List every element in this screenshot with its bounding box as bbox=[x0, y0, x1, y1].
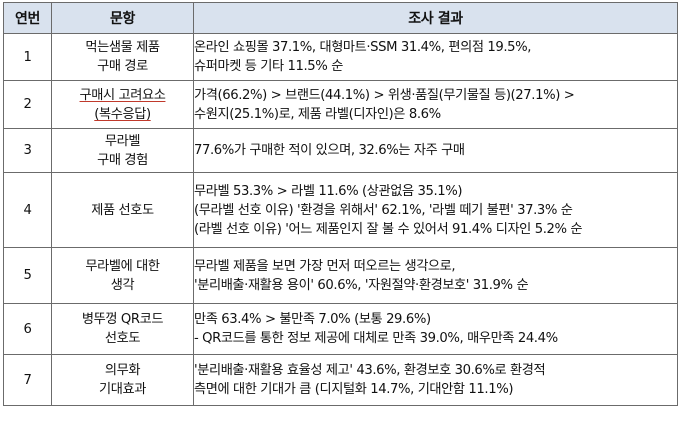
row-number: 1 bbox=[3, 33, 52, 81]
row-number: 2 bbox=[3, 80, 52, 129]
row-result: 온라인 쇼핑몰 37.1%, 대형마트·SSM 31.4%, 편의점 19.5%… bbox=[193, 33, 678, 81]
table-row: 5 무라벨에 대한 생각 무라벨 제품을 보면 가장 먼저 떠오르는 생각으로,… bbox=[3, 247, 678, 304]
row-result: 무라벨 53.3% > 라벨 11.6% (상관없음 35.1%) (무라벨 선… bbox=[193, 172, 678, 248]
result-line: 슈퍼마켓 등 기타 11.5% 순 bbox=[194, 59, 344, 74]
row-item: 무라벨에 대한 생각 bbox=[51, 247, 194, 304]
row-result: 무라벨 제품을 보면 가장 먼저 떠오르는 생각으로, '분리배출·재활용 용이… bbox=[193, 247, 678, 304]
result-line: - QR코드를 통한 정보 제공에 대체로 만족 39.0%, 매우만족 24.… bbox=[194, 331, 559, 346]
row-number: 7 bbox=[3, 354, 52, 406]
result-line: 온라인 쇼핑몰 37.1%, 대형마트·SSM 31.4%, 편의점 19.5%… bbox=[194, 40, 532, 55]
result-line: 가격(66.2%) > 브랜드(44.1%) > 위생·품질(무기물질 등)(2… bbox=[194, 87, 575, 103]
item-line: 무라벨 bbox=[104, 133, 141, 149]
item-line: 구매 경로 bbox=[97, 59, 148, 74]
row-result: 77.6%가 구매한 적이 있으며, 32.6%는 자주 구매 bbox=[193, 128, 678, 173]
item-line: 선호도 bbox=[104, 331, 141, 346]
survey-results-table: 연번 문항 조사 결과 1 먹는샘물 제품 구매 경로 온라인 쇼핑몰 37.1… bbox=[3, 2, 678, 406]
row-result: '분리배출·재활용 효율성 제고' 43.6%, 환경보호 30.6%로 환경적… bbox=[193, 354, 678, 406]
result-line: '분리배출·재활용 효율성 제고' 43.6%, 환경보호 30.6%로 환경적 bbox=[194, 363, 546, 378]
result-line: 수원지(25.1%)로, 제품 라벨(디자인)은 8.6% bbox=[194, 106, 442, 122]
row-result: 가격(66.2%) > 브랜드(44.1%) > 위생·품질(무기물질 등)(2… bbox=[193, 80, 678, 129]
table-row: 7 의무화 기대효과 '분리배출·재활용 효율성 제고' 43.6%, 환경보호… bbox=[3, 354, 678, 406]
table-header-row: 연번 문항 조사 결과 bbox=[3, 2, 678, 34]
result-line: 77.6%가 구매한 적이 있으며, 32.6%는 자주 구매 bbox=[194, 143, 465, 158]
result-line: (라벨 선호 이유) '어느 제품인지 잘 볼 수 있어서 91.4% 디자인 … bbox=[194, 221, 583, 237]
row-item: 구매시 고려요소 (복수응답) bbox=[51, 80, 194, 129]
item-line: 먹는샘물 제품 bbox=[85, 40, 160, 55]
result-line: '분리배출·재활용 용이' 60.6%, '자원절약·환경보호' 31.9% 순 bbox=[194, 277, 529, 293]
item-line: (복수응답) bbox=[94, 106, 151, 122]
table-row: 6 병뚜껑 QR코드 선호도 만족 63.4% > 불만족 7.0% (보통 2… bbox=[3, 303, 678, 355]
header-result: 조사 결과 bbox=[193, 2, 678, 34]
item-line: 구매 경험 bbox=[97, 152, 148, 168]
row-item: 먹는샘물 제품 구매 경로 bbox=[51, 33, 194, 81]
item-line: 무라벨에 대한 bbox=[85, 258, 160, 274]
row-item: 병뚜껑 QR코드 선호도 bbox=[51, 303, 194, 355]
row-item: 제품 선호도 bbox=[51, 172, 194, 248]
item-line: 구매시 고려요소 bbox=[79, 87, 166, 103]
item-line: 의무화 bbox=[104, 363, 141, 378]
row-number: 6 bbox=[3, 303, 52, 355]
item-line: 병뚜껑 QR코드 bbox=[81, 312, 164, 327]
result-line: 무라벨 제품을 보면 가장 먼저 떠오르는 생각으로, bbox=[194, 258, 456, 274]
result-line: 만족 63.4% > 불만족 7.0% (보통 29.6%) bbox=[194, 312, 432, 327]
header-no: 연번 bbox=[3, 2, 52, 34]
table-row: 2 구매시 고려요소 (복수응답) 가격(66.2%) > 브랜드(44.1%)… bbox=[3, 80, 678, 129]
row-item: 의무화 기대효과 bbox=[51, 354, 194, 406]
table-row: 4 제품 선호도 무라벨 53.3% > 라벨 11.6% (상관없음 35.1… bbox=[3, 172, 678, 248]
item-line: 기대효과 bbox=[99, 382, 146, 397]
result-line: (무라벨 선호 이유) '환경을 위해서' 62.1%, '라벨 떼기 불편' … bbox=[194, 202, 573, 218]
result-line: 무라벨 53.3% > 라벨 11.6% (상관없음 35.1%) bbox=[194, 183, 463, 199]
row-item: 무라벨 구매 경험 bbox=[51, 128, 194, 173]
result-line: 측면에 대한 기대가 큼 (디지털화 14.7%, 기대안함 11.1%) bbox=[194, 382, 514, 397]
row-result: 만족 63.4% > 불만족 7.0% (보통 29.6%) - QR코드를 통… bbox=[193, 303, 678, 355]
item-line: 생각 bbox=[110, 277, 135, 293]
table-row: 3 무라벨 구매 경험 77.6%가 구매한 적이 있으며, 32.6%는 자주… bbox=[3, 128, 678, 173]
row-number: 5 bbox=[3, 247, 52, 304]
item-line: 제품 선호도 bbox=[91, 202, 154, 218]
table-row: 1 먹는샘물 제품 구매 경로 온라인 쇼핑몰 37.1%, 대형마트·SSM … bbox=[3, 33, 678, 81]
row-number: 4 bbox=[3, 172, 52, 248]
row-number: 3 bbox=[3, 128, 52, 173]
header-item: 문항 bbox=[51, 2, 194, 34]
